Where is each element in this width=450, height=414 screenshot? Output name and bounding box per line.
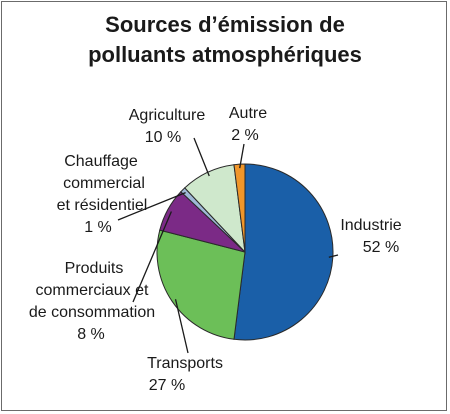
chart-title: Sources d’émission de polluants atmosphé… — [0, 10, 450, 70]
leader-line-produits — [132, 211, 172, 303]
leader-line-agriculture — [193, 137, 210, 177]
label-chauffage-name-1: Chauffage — [64, 153, 138, 170]
label-produits-name-3: de consommation — [29, 304, 155, 321]
label-chauffage-name-2: commercial — [63, 175, 145, 192]
label-agriculture-name: Agriculture — [129, 107, 206, 124]
pie-slices — [156, 163, 334, 341]
label-agriculture-value: 10 % — [145, 129, 181, 146]
chart-title-line-1: Sources d’émission de — [105, 12, 345, 37]
leader-lines — [117, 137, 339, 354]
pie-slice-industrie — [233, 163, 334, 341]
label-transports-value: 27 % — [149, 377, 185, 394]
label-chauffage-value: 1 % — [84, 219, 112, 236]
label-industrie-name: Industrie — [340, 217, 401, 234]
label-autre-name: Autre — [229, 105, 267, 122]
label-transports-name: Transports — [147, 355, 223, 372]
leader-line-transports — [174, 299, 189, 354]
label-industrie-value: 52 % — [363, 239, 399, 256]
leader-line-autre — [239, 143, 245, 169]
label-chauffage-name-3: et résidentiel — [57, 197, 148, 214]
label-autre-value: 2 % — [231, 127, 259, 144]
label-produits-name-1: Produits — [65, 260, 124, 277]
chart-title-line-2: polluants atmosphériques — [88, 42, 362, 67]
label-produits-name-2: commerciaux et — [36, 282, 149, 299]
leader-line-chauffage — [117, 192, 186, 221]
leader-line-industrie — [328, 254, 339, 258]
pie-slice-autre — [233, 163, 246, 253]
label-produits-value: 8 % — [77, 326, 105, 343]
